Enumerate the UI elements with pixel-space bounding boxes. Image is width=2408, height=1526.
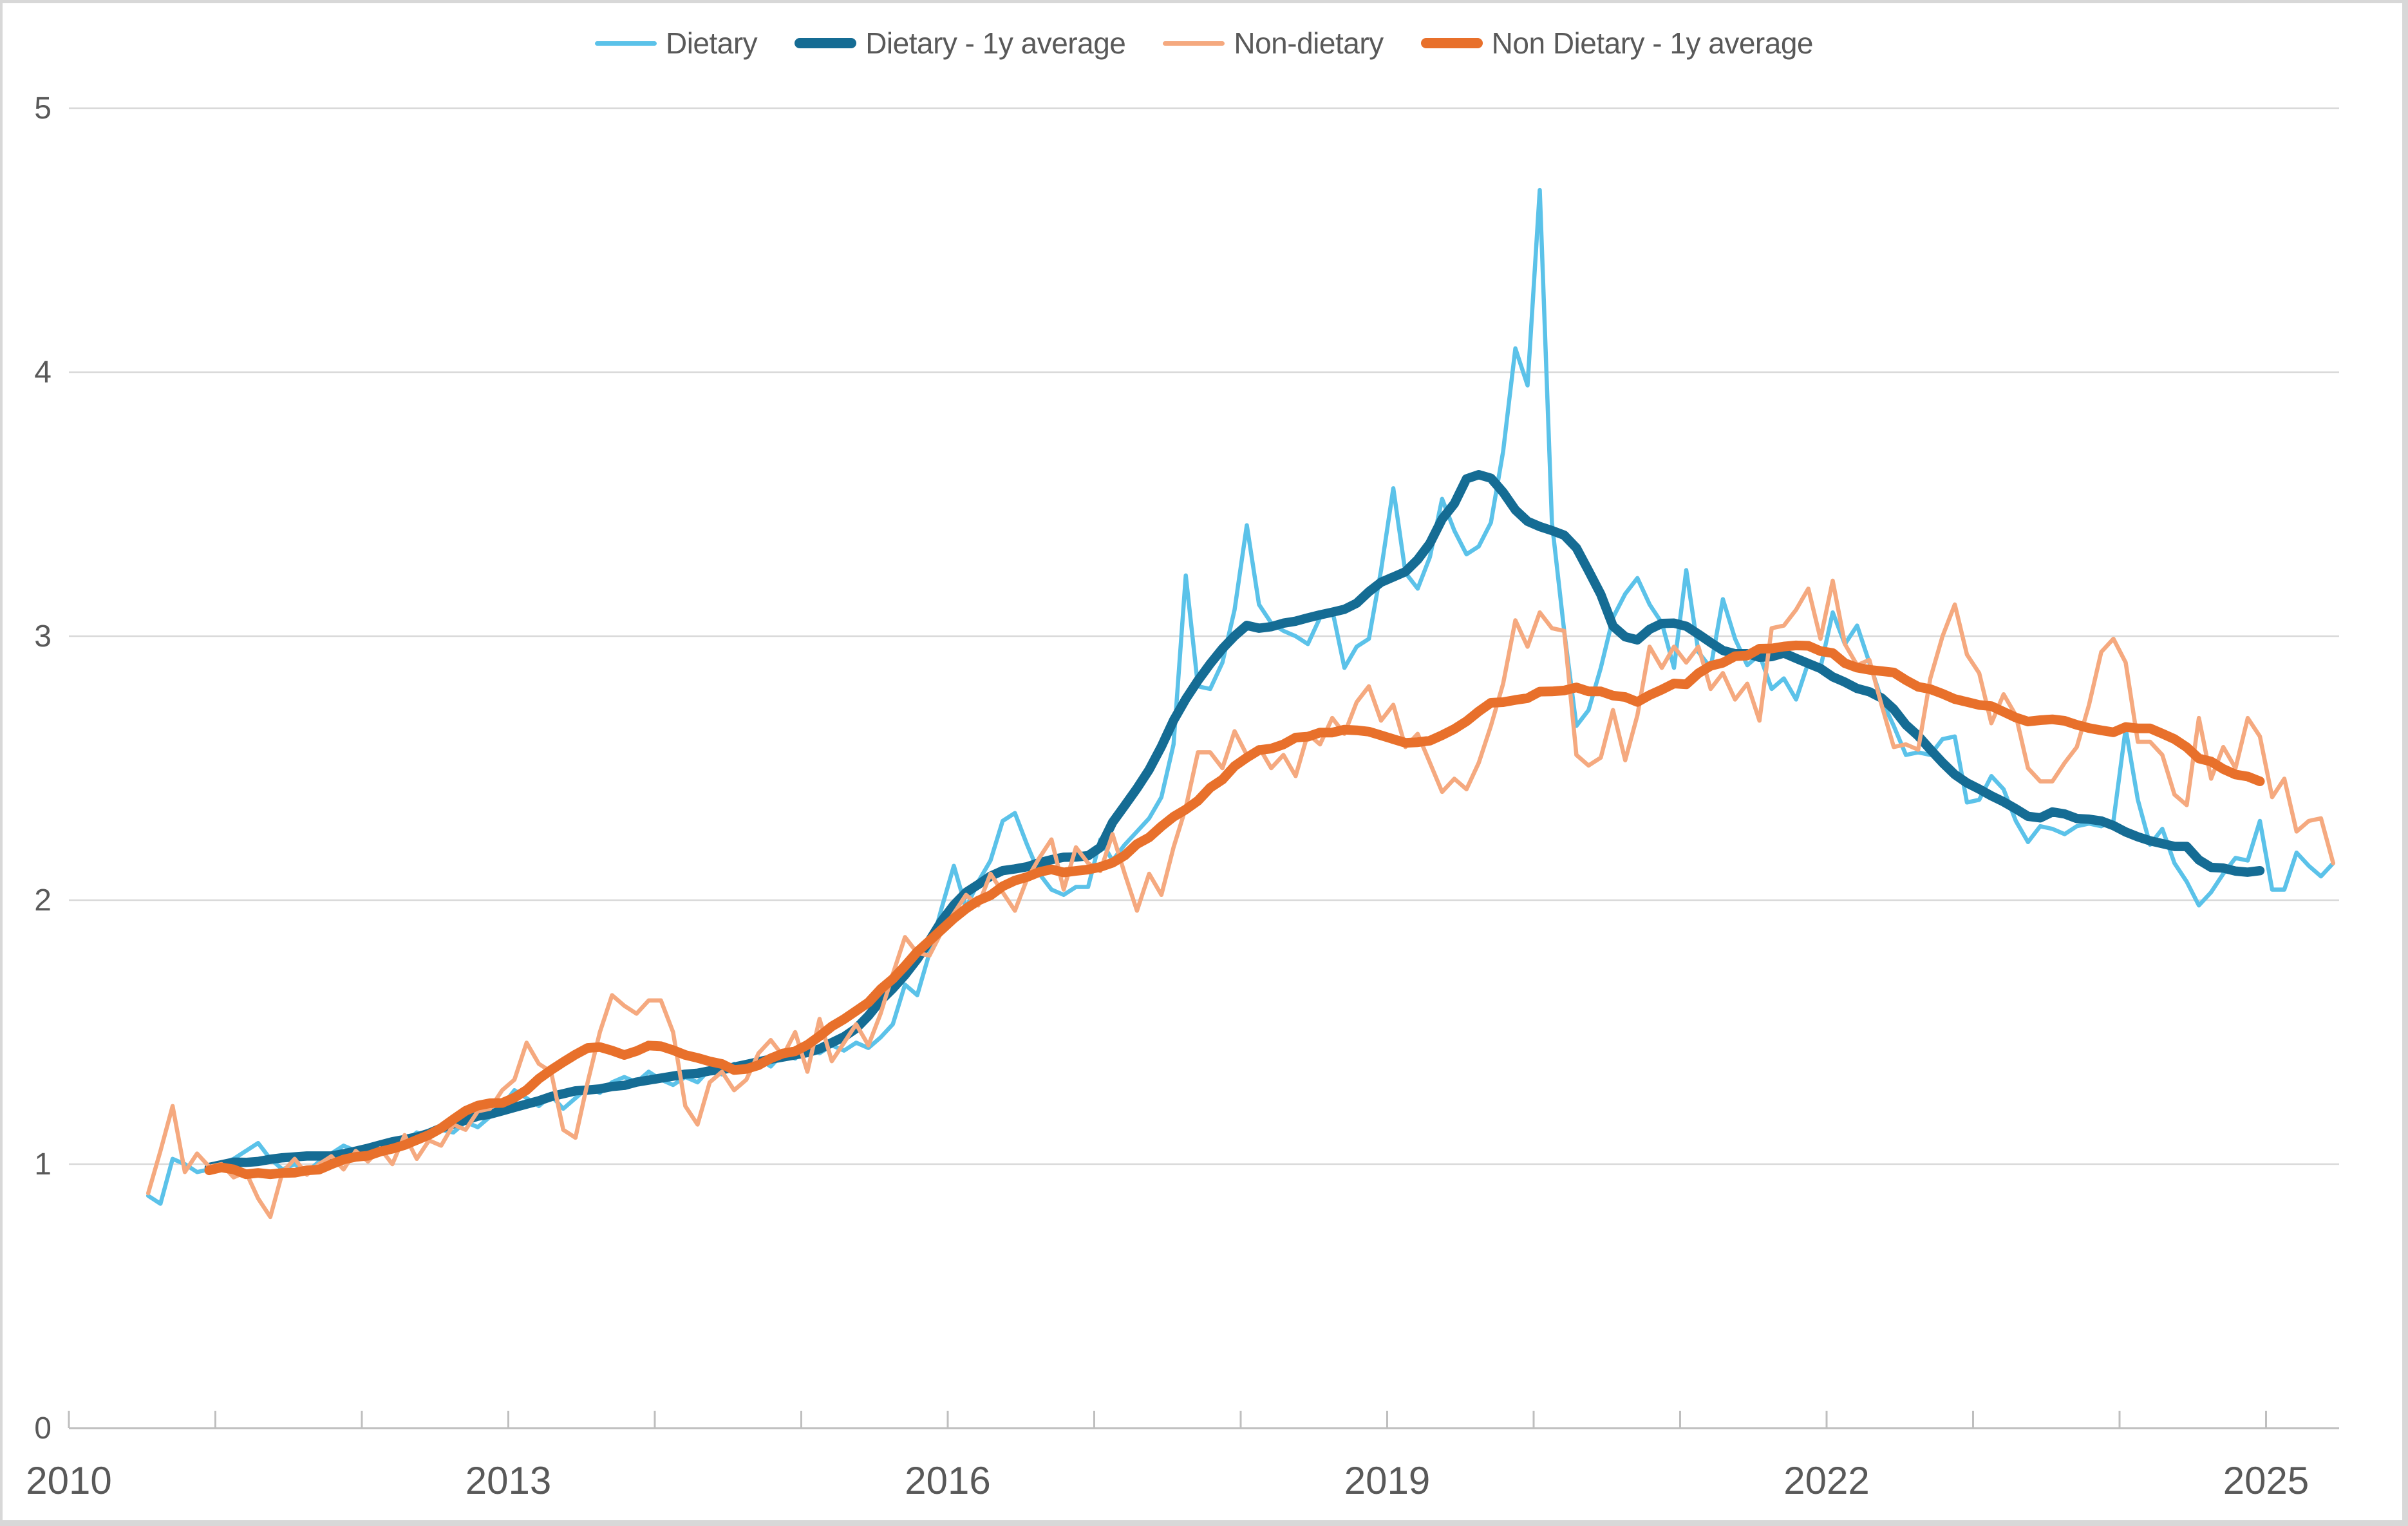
legend-item-dietary[interactable]: Dietary — [594, 26, 758, 61]
non-dietary-line-swatch — [1163, 41, 1225, 46]
y-axis-label-1: 1 — [34, 1147, 52, 1182]
y-axis-label-3: 3 — [34, 619, 52, 654]
legend-item-non-dietary[interactable]: Non-dietary — [1163, 26, 1384, 61]
chart-legend: Dietary Dietary - 1y average Non-dietary… — [0, 26, 2408, 61]
x-axis-label-2013: 2013 — [466, 1459, 551, 1502]
legend-item-non-dietary-1y-average[interactable]: Non Dietary - 1y average — [1420, 26, 1814, 61]
series-line-dietary[interactable] — [146, 187, 2336, 1206]
series-line-dietary-1y-average[interactable] — [204, 469, 2265, 1173]
dietary-avg-line-swatch — [795, 38, 857, 48]
x-axis-label-2019: 2019 — [1344, 1459, 1430, 1502]
y-axis-label-2: 2 — [34, 883, 52, 918]
legend-label: Dietary - 1y average — [865, 26, 1126, 60]
y-axis-label-5: 5 — [34, 91, 52, 126]
series-line-non-dietary-1y-average[interactable] — [204, 640, 2265, 1180]
legend-item-dietary-1y-average[interactable]: Dietary - 1y average — [795, 26, 1126, 61]
legend-label: Dietary — [665, 26, 758, 60]
non-dietary-avg-line-swatch — [1420, 38, 1483, 48]
y-axis-label-4: 4 — [34, 355, 52, 390]
y-axis-label-0: 0 — [34, 1411, 52, 1446]
x-axis-label-2010: 2010 — [26, 1459, 111, 1502]
legend-label: Non Dietary - 1y average — [1491, 26, 1814, 60]
chart-surface — [3, 3, 2402, 1520]
x-axis-label-2016: 2016 — [905, 1459, 990, 1502]
series-line-non-dietary[interactable] — [146, 578, 2336, 1220]
x-axis-label-2022: 2022 — [1783, 1459, 1869, 1502]
legend-label: Non-dietary — [1234, 26, 1384, 60]
x-axis-label-2025: 2025 — [2223, 1459, 2309, 1502]
dietary-line-swatch — [594, 41, 657, 46]
